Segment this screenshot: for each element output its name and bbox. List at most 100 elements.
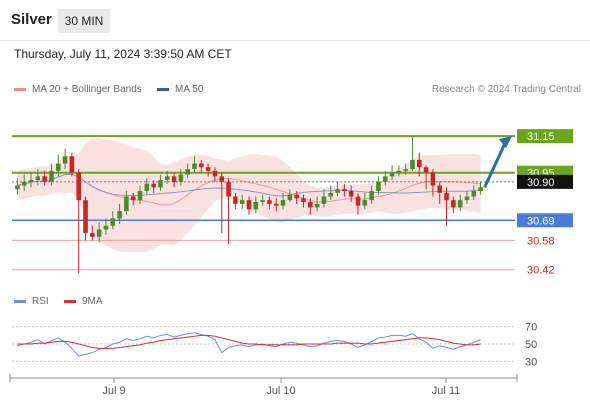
- candle-body: [219, 176, 225, 182]
- legend-rsi-label: RSI: [32, 296, 49, 307]
- candle-body: [199, 163, 204, 168]
- candle-body: [451, 200, 456, 208]
- candle-body: [83, 200, 88, 234]
- candle-body: [42, 176, 47, 182]
- legend-ma50-label: MA 50: [175, 84, 204, 95]
- candle-body: [246, 200, 252, 210]
- ma50-line: [17, 173, 481, 197]
- candle-body: [280, 200, 286, 206]
- legend-rsi-ma-label: 9MA: [82, 296, 103, 307]
- candle-body: [273, 203, 279, 206]
- candle-body: [171, 176, 177, 182]
- candle-body: [62, 156, 68, 164]
- legend-rsi-ma: 9MA: [64, 296, 103, 307]
- candle-body: [55, 163, 61, 171]
- rsi-tick-label: 30: [525, 356, 537, 368]
- header-bar: Silver 30 MIN: [0, 0, 590, 41]
- rsi-tick-label: 70: [525, 322, 537, 334]
- candle-body: [144, 183, 150, 192]
- candle-body: [457, 200, 463, 208]
- candle-body: [437, 185, 443, 193]
- candle-body: [416, 159, 422, 168]
- candle-body: [362, 200, 368, 206]
- candle-body: [49, 170, 54, 182]
- candle-body: [124, 196, 129, 212]
- candle-body: [423, 167, 429, 173]
- candle-body: [478, 187, 483, 192]
- candle-body: [90, 233, 95, 237]
- level-label: 30.42: [527, 265, 555, 277]
- candle-body: [301, 198, 306, 202]
- candle-body: [369, 191, 374, 201]
- candle-body: [335, 189, 340, 193]
- candle-body: [267, 200, 272, 204]
- legend-ma50: MA 50: [157, 84, 203, 95]
- candle-body: [403, 169, 408, 171]
- candle-body: [410, 159, 415, 170]
- timestamp: Thursday, July 11, 2024 3:39:50 AM CET: [14, 47, 232, 61]
- candle-body: [430, 172, 436, 186]
- candle-body: [76, 172, 82, 201]
- rsi-ma-swatch-icon: [64, 300, 76, 303]
- timeframe-button[interactable]: 30 MIN: [58, 9, 110, 33]
- candle-body: [239, 200, 245, 204]
- forecast-arrow-line: [483, 140, 508, 188]
- forecast-arrow-icon: [499, 136, 512, 149]
- x-tick-label: Jul 10: [266, 385, 295, 397]
- candle-body: [28, 180, 34, 182]
- candle-body: [328, 192, 334, 197]
- level-tag-current: [517, 174, 573, 189]
- candle-body: [96, 229, 102, 237]
- candle-body: [260, 200, 265, 202]
- candle-body: [158, 180, 163, 188]
- candle-body: [226, 181, 231, 197]
- candle-body: [444, 192, 449, 201]
- level-label: 30.90: [527, 177, 555, 189]
- rsi-tick-label: 50: [525, 339, 537, 351]
- ma50-swatch-icon: [157, 88, 169, 91]
- candle-body: [294, 194, 299, 199]
- rsi-ma-line: [17, 334, 481, 349]
- legend-bollinger: MA 20 + Bollinger Bands: [14, 84, 142, 95]
- candle-body: [307, 201, 313, 208]
- x-tick-label: Jul 9: [102, 385, 125, 397]
- candle-body: [321, 196, 327, 204]
- candle-body: [192, 163, 197, 170]
- candle-body: [130, 196, 136, 201]
- candle-body: [35, 176, 41, 181]
- candle-body: [314, 203, 320, 208]
- rsi-line: [17, 332, 481, 357]
- candle-body: [205, 167, 211, 171]
- candle-body: [382, 176, 388, 182]
- level-label: 30.58: [527, 235, 555, 247]
- level-label: 31.15: [527, 131, 555, 143]
- candle-body: [21, 181, 27, 186]
- x-tick-label: Jul 11: [432, 385, 461, 397]
- candle-body: [348, 191, 354, 197]
- candle-body: [396, 170, 402, 173]
- candle-body: [464, 196, 470, 201]
- rsi-swatch-icon: [14, 300, 26, 303]
- candle-body: [15, 185, 20, 190]
- candle-body: [110, 218, 116, 226]
- candle-body: [185, 169, 191, 175]
- candle-body: [342, 189, 347, 192]
- legend-bollinger-label: MA 20 + Bollinger Bands: [32, 84, 142, 95]
- candle-body: [233, 196, 238, 204]
- instrument-title: Silver: [11, 11, 52, 28]
- candle-body: [117, 211, 122, 219]
- candle-body: [178, 174, 184, 182]
- candle-body: [151, 183, 156, 188]
- candle-body: [164, 176, 170, 181]
- candle-body: [471, 191, 477, 197]
- legend-rsi: RSI: [14, 296, 49, 307]
- copyright: Research © 2024 Trading Central: [431, 84, 581, 95]
- candle-body: [389, 172, 395, 177]
- level-label: 30.69: [527, 215, 555, 227]
- bollinger-swatch-icon: [14, 88, 26, 91]
- candle-body: [253, 201, 259, 210]
- candle-body: [287, 194, 293, 201]
- candle-body: [212, 170, 218, 177]
